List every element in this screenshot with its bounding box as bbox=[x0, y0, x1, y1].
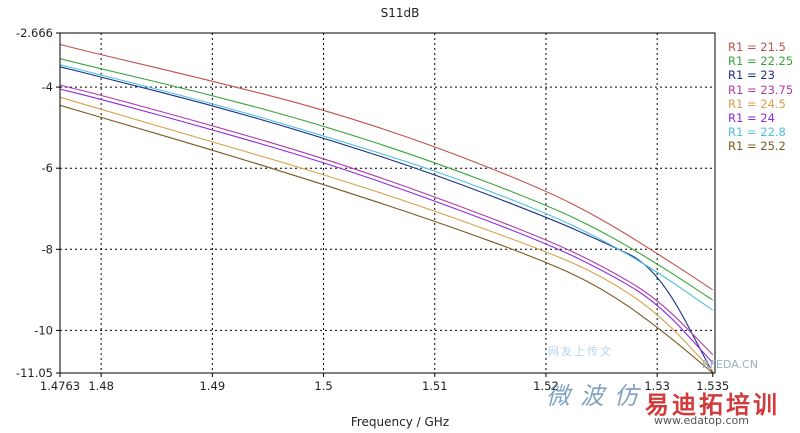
y-tick-label: -10 bbox=[34, 323, 53, 337]
x-axis-ticks: 1.4763 1.48 1.49 1.5 1.51 1.52 1.53 1.535 bbox=[40, 373, 729, 393]
x-tick-label: 1.49 bbox=[200, 379, 226, 393]
legend-entry: R1 = 22.25 bbox=[728, 54, 794, 69]
grid-lines bbox=[60, 33, 715, 373]
legend-entry: R1 = 23.75 bbox=[728, 82, 794, 97]
chart-title: S11dB bbox=[380, 6, 420, 20]
watermark-microwave: 微波仿 bbox=[546, 382, 648, 410]
legend-entry: R1 = 22.8 bbox=[728, 125, 786, 140]
y-tick-label: -11.05 bbox=[16, 366, 53, 380]
series-line bbox=[59, 43, 714, 291]
legend: R1 = 21.5 R1 = 22.25 R1 = 23 R1 = 23.75 R1 =… bbox=[728, 40, 793, 154]
y-tick-label: -6 bbox=[42, 161, 53, 175]
y-axis-ticks: -2.666 -4 -6 -8 -10 -11.05 bbox=[16, 26, 60, 380]
series-group bbox=[59, 43, 714, 374]
series-line bbox=[59, 66, 714, 374]
y-tick-label: -4 bbox=[42, 80, 53, 94]
x-tick-label: 1.535 bbox=[696, 379, 729, 393]
x-tick-label: 1.53 bbox=[644, 379, 670, 393]
legend-entry: R1 = 24 bbox=[728, 111, 775, 126]
x-axis-label: Frequency / GHz bbox=[350, 415, 450, 429]
watermark-brand: 易迪拓培训 bbox=[645, 391, 780, 419]
y-tick-label: -2.666 bbox=[16, 26, 53, 40]
x-tick-label: 1.48 bbox=[88, 379, 114, 393]
series-line bbox=[59, 96, 714, 372]
watermark-url: www.edatop.com bbox=[654, 414, 749, 427]
series-line bbox=[59, 84, 714, 356]
legend-entry: R1 = 25.2 bbox=[728, 139, 786, 154]
watermark-upload-text: 网友上传文 bbox=[548, 345, 613, 358]
series-line bbox=[59, 104, 714, 374]
legend-entry: R1 = 24.5 bbox=[728, 96, 786, 111]
x-tick-label: 1.52 bbox=[533, 379, 559, 393]
y-tick-label: -8 bbox=[42, 242, 53, 256]
watermark-site: RFEDA.CN bbox=[702, 358, 758, 371]
x-tick-label: 1.51 bbox=[422, 379, 448, 393]
x-tick-label: 1.4763 bbox=[40, 379, 80, 393]
series-line bbox=[59, 58, 714, 301]
series-line bbox=[59, 64, 714, 311]
legend-entry: R1 = 21.5 bbox=[728, 40, 786, 54]
series-line bbox=[59, 88, 714, 364]
plot-frame bbox=[59, 32, 716, 374]
legend-entry: R1 = 23 bbox=[728, 68, 775, 83]
x-tick-label: 1.5 bbox=[314, 379, 332, 393]
